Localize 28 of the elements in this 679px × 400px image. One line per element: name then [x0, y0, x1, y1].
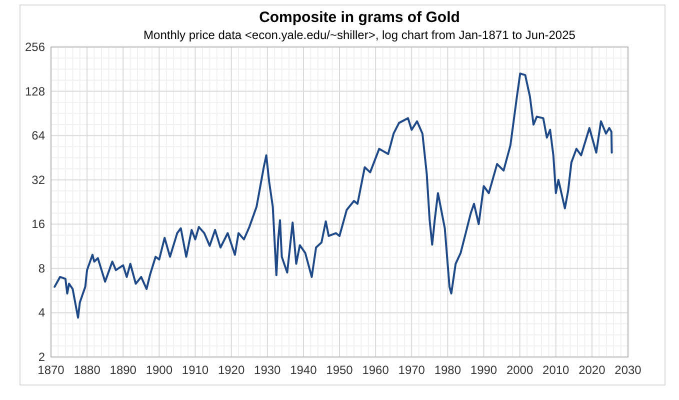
y-tick-label: 32 — [32, 172, 46, 187]
x-tick-label: 2000 — [506, 363, 534, 377]
x-tick-label: 1890 — [110, 363, 137, 377]
line-series — [54, 72, 613, 319]
x-tick-label: 1990 — [470, 363, 498, 377]
x-tick-label: 1910 — [182, 363, 209, 377]
y-tick-label: 256 — [24, 40, 46, 54]
x-tick-label: 2020 — [578, 363, 606, 377]
x-tick-label: 1900 — [146, 363, 173, 377]
x-tick-label: 1930 — [254, 363, 282, 377]
x-tick-label: 1950 — [326, 363, 354, 377]
x-tick-label: 1940 — [290, 363, 318, 377]
y-tick-label: 2 — [38, 350, 46, 364]
y-tick-label: 16 — [32, 217, 46, 232]
y-tick-label: 4 — [38, 306, 46, 320]
x-tick-label: 1920 — [218, 363, 245, 377]
x-tick-label: 2010 — [542, 363, 570, 377]
x-tick-label: 1970 — [398, 363, 426, 377]
y-tick-label: 64 — [32, 128, 46, 143]
x-tick-label: 1880 — [74, 363, 101, 377]
x-tick-label: 1980 — [434, 363, 462, 377]
chart-title: Composite in grams of Gold — [259, 9, 460, 26]
x-tick-label: 2030 — [614, 363, 642, 377]
y-tick-label: 128 — [24, 84, 46, 98]
x-tick-label: 1870 — [38, 363, 65, 377]
chart-subtitle: Monthly price data <econ.yale.edu/~shiller>, log chart from Jan-1871 to Jun-2025 — [144, 28, 576, 42]
x-tick-label: 1960 — [362, 363, 390, 377]
y-tick-label: 8 — [38, 261, 46, 276]
